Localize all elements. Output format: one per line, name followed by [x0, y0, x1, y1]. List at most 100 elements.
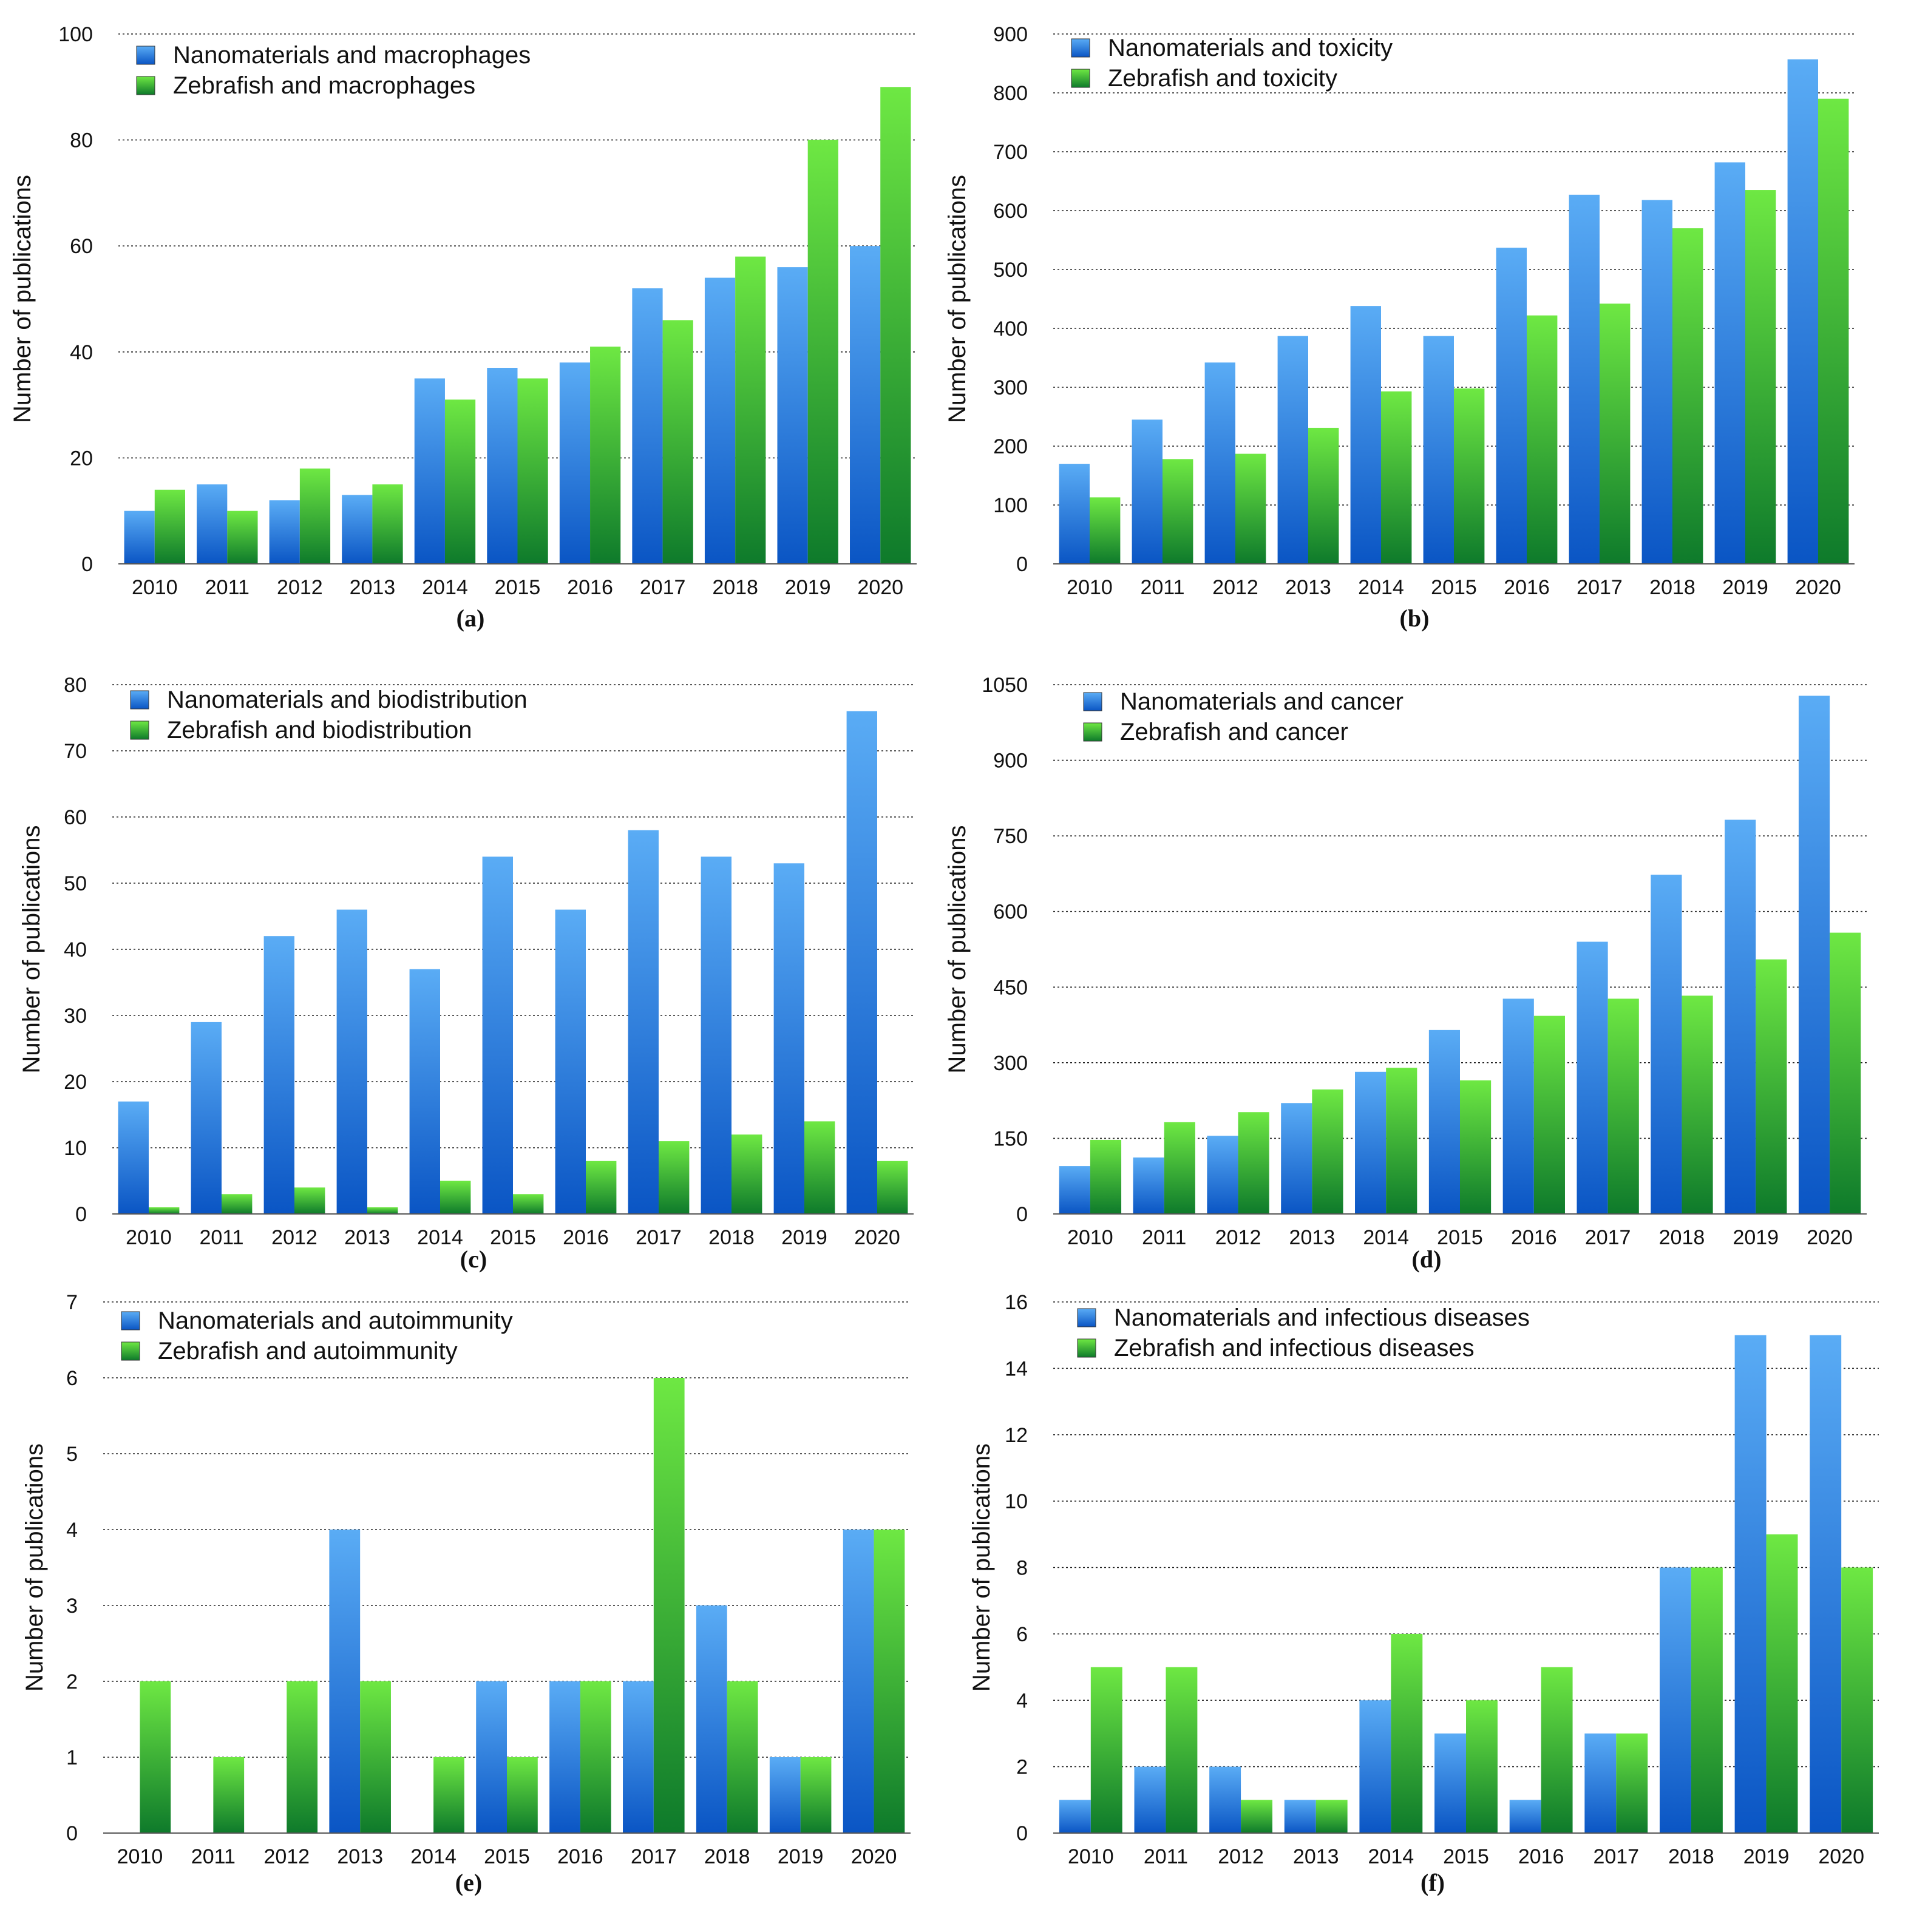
- bar-nanomaterials-2015: [487, 367, 518, 564]
- bar-zebrafish-2014: [444, 399, 476, 564]
- bar-zebrafish-2014: [440, 1181, 471, 1214]
- legend-label: Nanomaterials and infectious diseases: [1114, 1304, 1530, 1331]
- legend-label: Zebrafish and autoimmunity: [158, 1338, 458, 1364]
- y-tick-label: 10: [64, 1137, 87, 1160]
- panel-caption: (f): [1421, 1869, 1445, 1896]
- bar-zebrafish-2012: [1235, 453, 1266, 564]
- bar-zebrafish-2018: [735, 256, 766, 564]
- bar-zebrafish-2014: [433, 1757, 464, 1833]
- bar-zebrafish-2019: [1745, 190, 1776, 564]
- y-tick-label: 3: [66, 1595, 78, 1618]
- bar-zebrafish-2012: [287, 1681, 318, 1833]
- panel-caption: (d): [1412, 1246, 1442, 1273]
- bar-zebrafish-2013: [1308, 427, 1339, 564]
- y-tick-label: 900: [993, 750, 1028, 773]
- bar-nanomaterials-2018: [1641, 200, 1672, 564]
- x-tick-label: 2015: [1437, 1226, 1483, 1249]
- y-tick-label: 4: [66, 1519, 78, 1542]
- y-tick-label: 60: [70, 235, 93, 258]
- bar-nanomaterials-2015: [1423, 336, 1454, 564]
- bar-zebrafish-2020: [1830, 932, 1861, 1214]
- bar-nanomaterials-2017: [1577, 941, 1608, 1214]
- bar-nanomaterials-2011: [1134, 1766, 1166, 1833]
- x-tick-label: 2014: [410, 1845, 457, 1868]
- x-tick-label: 2015: [1431, 576, 1477, 599]
- x-tick-label: 2020: [854, 1226, 900, 1249]
- legend-swatch-green: [136, 76, 155, 95]
- bar-nanomaterials-2018: [701, 856, 731, 1214]
- chart-panel-f: 0 2 4 6 8 10 12 14 16 2010 2011 2012 2013 2014 2015 201…: [968, 1291, 1879, 1896]
- bar-zebrafish-2016: [586, 1161, 617, 1214]
- bar-nanomaterials-2012: [1204, 362, 1235, 564]
- bar-nanomaterials-2010: [1059, 464, 1090, 564]
- x-tick-label: 2012: [1212, 576, 1258, 599]
- y-tick-label: 0: [1016, 1822, 1028, 1845]
- y-tick-label: 60: [64, 806, 87, 829]
- bar-nanomaterials-2014: [1359, 1700, 1391, 1833]
- legend-label: Zebrafish and infectious diseases: [1114, 1335, 1475, 1361]
- panel-caption: (e): [455, 1869, 482, 1896]
- x-tick-label: 2019: [1722, 576, 1768, 599]
- bar-zebrafish-2020: [874, 1530, 905, 1833]
- bar-nanomaterials-2016: [1509, 1800, 1541, 1833]
- x-tick-label: 2016: [1504, 576, 1550, 599]
- bar-nanomaterials-2017: [623, 1681, 654, 1833]
- x-tick-label: 2016: [567, 576, 613, 599]
- x-tick-label: 2017: [631, 1845, 677, 1868]
- x-tick-label: 2011: [1140, 576, 1184, 599]
- x-tick-label: 2016: [557, 1845, 603, 1868]
- y-tick-label: 4: [1016, 1689, 1028, 1712]
- y-tick-label: 2: [1016, 1756, 1028, 1779]
- x-tick-label: 2013: [337, 1845, 383, 1868]
- bar-zebrafish-2014: [1381, 391, 1412, 564]
- y-tick-label: 8: [1016, 1557, 1028, 1580]
- x-tick-label: 2013: [1293, 1845, 1339, 1868]
- bar-zebrafish-2015: [507, 1757, 538, 1833]
- bar-nanomaterials-2018: [1651, 875, 1682, 1214]
- bar-nanomaterials-2016: [555, 909, 586, 1214]
- bar-nanomaterials-2016: [1496, 248, 1527, 564]
- x-tick-label: 2012: [263, 1845, 310, 1868]
- x-tick-label: 2020: [857, 576, 903, 599]
- chart-panel-c: 0 10 20 30 40 50 60 70 80 2010 2011 2012 2013 2014 201…: [18, 674, 914, 1273]
- y-tick-label: 700: [993, 141, 1028, 164]
- y-tick-label: 300: [993, 1052, 1028, 1075]
- bar-zebrafish-2010: [140, 1681, 171, 1833]
- x-tick-label: 2017: [636, 1226, 682, 1249]
- bar-zebrafish-2016: [1527, 315, 1558, 564]
- x-tick-label: 2013: [1289, 1226, 1336, 1249]
- bar-zebrafish-2013: [1315, 1800, 1348, 1833]
- legend-label: Nanomaterials and toxicity: [1108, 35, 1393, 61]
- bar-zebrafish-2010: [1090, 497, 1121, 564]
- bar-zebrafish-2012: [294, 1187, 325, 1214]
- bar-zebrafish-2011: [1164, 1122, 1195, 1214]
- y-tick-label: 600: [993, 200, 1028, 223]
- y-tick-label: 0: [1016, 553, 1028, 576]
- bar-zebrafish-2017: [1600, 303, 1631, 564]
- legend-label: Zebrafish and macrophages: [173, 72, 475, 99]
- legend-label: Nanomaterials and macrophages: [173, 42, 531, 69]
- bar-nanomaterials-2019: [1725, 819, 1756, 1214]
- x-tick-label: 2018: [712, 576, 758, 599]
- legend-swatch-green: [121, 1341, 140, 1361]
- y-axis-label: Number of publications: [21, 1443, 48, 1692]
- x-tick-label: 2015: [495, 576, 541, 599]
- legend-label: Nanomaterials and cancer: [1120, 688, 1404, 715]
- bar-zebrafish-2012: [1241, 1800, 1273, 1833]
- x-tick-label: 2019: [778, 1845, 824, 1868]
- chart-panel-e: 0 1 2 3 4 5 6 7 2010 2011 2012 2013 2014 2015 2016 2017…: [21, 1291, 911, 1896]
- bar-nanomaterials-2011: [197, 484, 228, 564]
- x-tick-label: 2019: [1743, 1845, 1790, 1868]
- bar-zebrafish-2015: [1466, 1700, 1498, 1833]
- bar-nanomaterials-2011: [1133, 1157, 1164, 1214]
- bar-zebrafish-2016: [1541, 1667, 1573, 1833]
- legend-swatch-blue: [1071, 38, 1090, 58]
- bar-nanomaterials-2013: [336, 909, 367, 1214]
- y-tick-label: 70: [64, 740, 87, 763]
- chart-panel-b: 0 100 200 300 400 500 600 700 800 900 2010 2011 2012…: [944, 23, 1855, 632]
- bar-zebrafish-2015: [517, 378, 548, 564]
- x-tick-label: 2011: [191, 1845, 236, 1868]
- legend-label: Zebrafish and cancer: [1120, 719, 1348, 745]
- y-tick-label: 40: [64, 938, 87, 961]
